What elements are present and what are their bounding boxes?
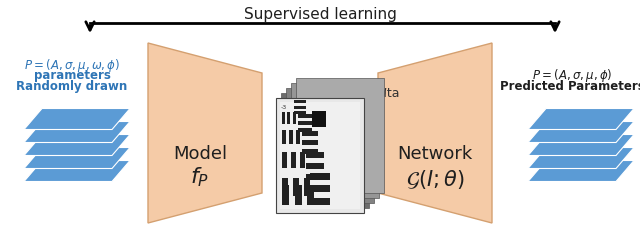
Text: Network: Network	[397, 144, 472, 162]
Bar	[282, 178, 288, 196]
Bar	[300, 152, 305, 168]
Text: Model: Model	[173, 144, 227, 162]
Bar	[303, 178, 310, 196]
Polygon shape	[24, 135, 130, 156]
Bar	[291, 152, 296, 168]
Bar	[276, 99, 364, 213]
Bar	[310, 198, 330, 205]
Bar	[286, 89, 374, 203]
Bar	[306, 164, 324, 170]
Text: Randomly drawn: Randomly drawn	[17, 80, 127, 93]
Polygon shape	[528, 135, 634, 156]
Bar	[298, 121, 312, 125]
Bar	[310, 173, 330, 180]
Bar	[280, 103, 360, 209]
Bar	[296, 79, 384, 193]
Polygon shape	[148, 44, 262, 223]
Text: Supervised learning: Supervised learning	[244, 6, 396, 21]
Bar	[306, 174, 324, 180]
Bar	[302, 149, 318, 154]
Polygon shape	[378, 44, 492, 223]
Bar	[310, 185, 330, 193]
Polygon shape	[24, 109, 130, 130]
Bar	[302, 131, 318, 137]
Bar	[294, 106, 306, 109]
Polygon shape	[528, 109, 634, 130]
Polygon shape	[24, 122, 130, 143]
Polygon shape	[528, 161, 634, 182]
Bar	[294, 101, 306, 104]
Text: Synthetic data: Synthetic data	[308, 87, 399, 100]
Text: -3: -3	[281, 105, 287, 109]
Bar	[282, 112, 285, 125]
Bar	[291, 84, 379, 198]
Polygon shape	[528, 122, 634, 143]
Bar	[282, 185, 289, 205]
Text: Predicted Parameters: Predicted Parameters	[500, 80, 640, 93]
Bar	[298, 128, 312, 132]
Bar	[298, 114, 312, 118]
Bar	[312, 112, 326, 128]
Bar	[281, 94, 369, 208]
Bar	[287, 112, 291, 125]
Text: $P = (A, \sigma, \mu, \omega, \phi)$: $P = (A, \sigma, \mu, \omega, \phi)$	[24, 57, 120, 74]
Text: $f_P$: $f_P$	[191, 164, 209, 188]
Polygon shape	[24, 161, 130, 182]
Text: $I$: $I$	[371, 87, 388, 100]
Bar	[282, 131, 286, 144]
Bar	[282, 152, 287, 168]
Polygon shape	[24, 148, 130, 169]
Text: $P = (A, \sigma, \mu, \phi)$: $P = (A, \sigma, \mu, \phi)$	[532, 67, 612, 84]
Bar	[293, 178, 299, 196]
Bar	[306, 153, 324, 159]
Bar	[294, 112, 306, 115]
Text: $\mathcal{G}(I; \theta)$: $\mathcal{G}(I; \theta)$	[406, 168, 464, 191]
Bar	[294, 185, 301, 205]
Bar	[289, 131, 293, 144]
Bar	[293, 112, 296, 125]
Bar	[302, 140, 318, 145]
Text: parameters: parameters	[33, 69, 111, 82]
Bar	[296, 131, 300, 144]
Polygon shape	[528, 148, 634, 169]
Bar	[307, 185, 314, 205]
